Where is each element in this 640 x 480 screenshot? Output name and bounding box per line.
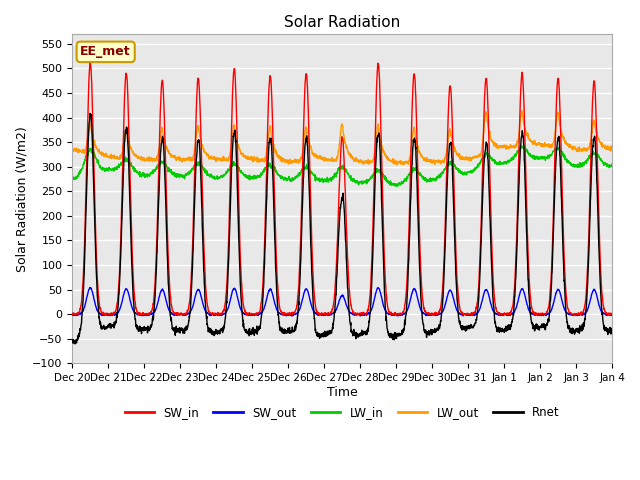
Title: Solar Radiation: Solar Radiation bbox=[284, 15, 400, 30]
X-axis label: Time: Time bbox=[327, 386, 358, 399]
Y-axis label: Solar Radiation (W/m2): Solar Radiation (W/m2) bbox=[15, 126, 28, 272]
Text: EE_met: EE_met bbox=[81, 45, 131, 59]
Legend: SW_in, SW_out, LW_in, LW_out, Rnet: SW_in, SW_out, LW_in, LW_out, Rnet bbox=[120, 401, 564, 423]
